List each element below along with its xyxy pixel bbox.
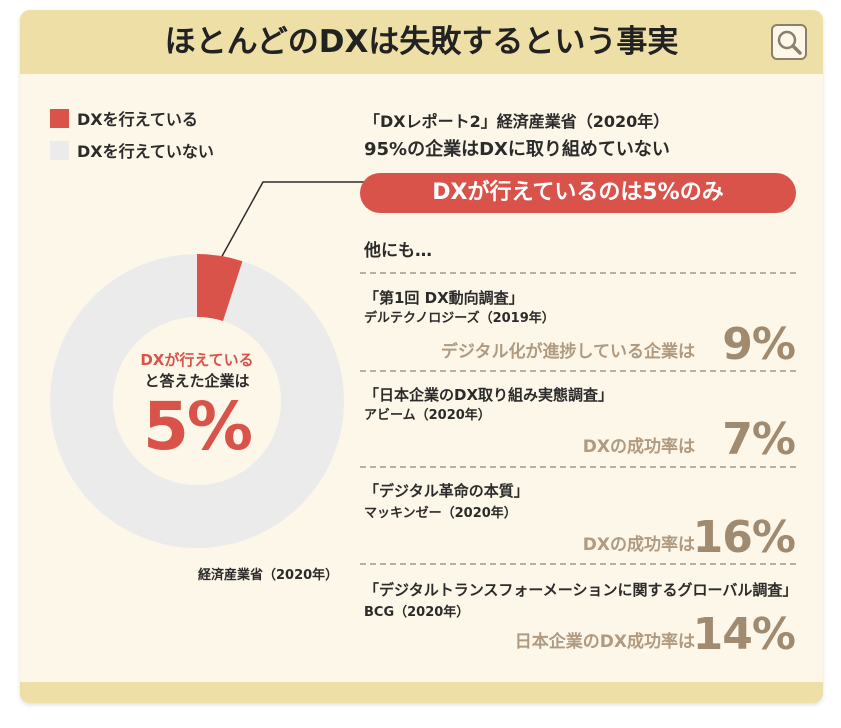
study-desc: DXの成功率は	[582, 437, 695, 457]
legend-label: DXを行えている	[77, 110, 198, 129]
study-source: BCG（2020年）	[364, 605, 470, 620]
donut-chart	[49, 254, 344, 548]
study-value: 7%	[722, 414, 796, 465]
legend-label: DXを行えていない	[77, 142, 214, 161]
search-icon	[777, 30, 802, 55]
slice-dx-done	[197, 254, 243, 322]
study-value: 9%	[722, 319, 796, 370]
donut-hole	[113, 317, 281, 485]
legend-swatch-red	[50, 108, 69, 128]
chart-source: 経済産業省（2020年）	[198, 568, 339, 583]
study-value: 14%	[692, 609, 796, 660]
center-value: 5%	[142, 388, 253, 465]
others-label: 他にも…	[364, 241, 432, 261]
legend-swatch-gray	[50, 140, 69, 160]
study-desc: 日本企業のDX成功率は	[514, 632, 695, 652]
study-source: アビーム（2020年）	[364, 408, 491, 423]
legend-item-not-done: DXを行えていない	[50, 138, 214, 162]
study-value: 16%	[692, 512, 796, 563]
header-bar: ほとんどのDXは失敗するという事実	[20, 10, 823, 74]
divider	[360, 466, 796, 468]
divider	[360, 370, 796, 372]
divider	[360, 563, 796, 565]
study-source: デルテクノロジーズ（2019年）	[364, 311, 555, 326]
study-title: 「日本企業のDX取り組み実態調査」	[364, 386, 614, 404]
report-stat: 95%の企業はDXに取り組めていない	[364, 139, 670, 160]
center-label-line2: と答えた企業は	[144, 372, 250, 390]
report-reference: 「DXレポート2」経済産業省（2020年）	[364, 112, 670, 131]
infographic-card: ほとんどのDXは失敗するという事実 DXを行えている DXを行えていない DXが…	[20, 10, 823, 703]
page-title: ほとんどのDXは失敗するという事実	[164, 24, 679, 60]
study-title: 「デジタルトランスフォーメーションに関するグローバル調査」	[364, 581, 798, 599]
slice-dx-not-done	[49, 254, 344, 548]
study-title: 「第1回 DX動向調査」	[364, 289, 524, 307]
search-button[interactable]	[771, 24, 807, 60]
study-title: 「デジタル革命の本質」	[364, 482, 529, 500]
highlight-pill: DXが行えているのは5%のみ	[360, 173, 796, 213]
divider	[360, 272, 796, 274]
center-label-line1: DXが行えている	[140, 351, 254, 369]
legend-item-done: DXを行えている	[50, 106, 198, 130]
study-desc: デジタル化が進捗している企業は	[440, 342, 695, 362]
study-desc: DXの成功率は	[582, 535, 695, 555]
study-source: マッキンゼー（2020年）	[364, 506, 517, 521]
footer-bar	[20, 682, 823, 703]
pointer-line	[214, 181, 365, 270]
